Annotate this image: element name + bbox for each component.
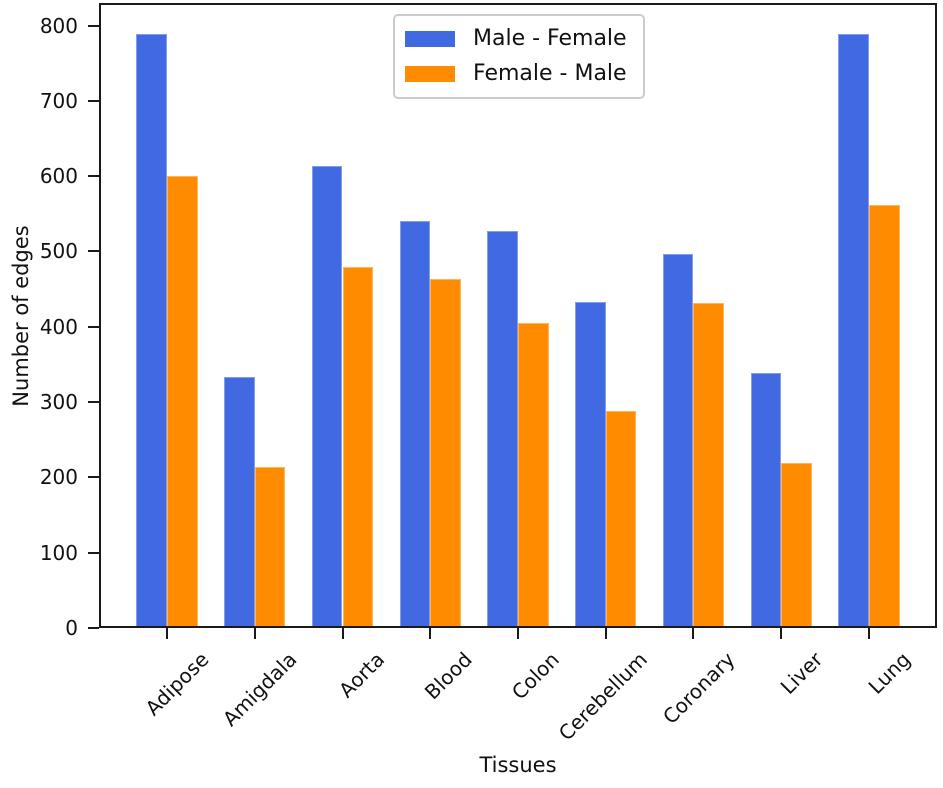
x-tick-label-coronary: Coronary <box>658 647 740 729</box>
x-tick-mark <box>341 628 344 639</box>
bar-female-male-cerebellum <box>605 411 637 628</box>
bar-female-male-aorta <box>342 267 374 628</box>
y-tick-label: 0 <box>65 616 78 640</box>
bar-female-male-blood <box>430 279 461 628</box>
x-tick-label-aorta: Aorta <box>333 647 389 703</box>
y-tick-mark <box>88 250 99 253</box>
legend-item-male-female: Male - Female <box>405 26 627 52</box>
y-tick-mark <box>88 551 99 554</box>
bar-female-male-adipose <box>167 176 198 628</box>
bar-male-female-colon <box>487 231 518 628</box>
bar-male-female-lung <box>838 33 869 628</box>
x-tick-label-lung: Lung <box>863 647 916 699</box>
y-tick-label: 400 <box>39 314 78 339</box>
legend-label-female-male: Female - Male <box>473 61 627 86</box>
x-tick-mark <box>429 628 432 639</box>
y-tick-label: 800 <box>39 13 78 38</box>
y-axis-label: Number of edges <box>9 225 33 407</box>
y-tick-label: 200 <box>39 465 78 490</box>
plot-area: Male - Female Female - Male 0 100 200 300 40… <box>40 3 937 745</box>
x-tick-label-liver: Liver <box>775 647 828 699</box>
x-tick-mark <box>517 628 519 639</box>
y-tick-mark <box>88 99 99 102</box>
x-tick-label-cerebellum: Cerebellum <box>553 647 653 746</box>
x-axis-label: Tissues <box>479 753 557 777</box>
bar-male-female-amigdala <box>224 377 255 628</box>
x-tick-mark <box>604 628 607 639</box>
x-tick-label-adipose: Adipose <box>140 647 214 721</box>
y-tick-mark <box>88 476 99 479</box>
bar-male-female-coronary <box>662 253 694 628</box>
bar-female-male-coronary <box>693 302 725 628</box>
x-tick-mark <box>166 628 168 639</box>
y-tick-label: 600 <box>39 164 78 189</box>
x-tick-label-blood: Blood <box>419 647 477 705</box>
y-tick-mark <box>88 627 99 629</box>
bar-male-female-adipose <box>136 33 167 628</box>
bar-male-female-aorta <box>311 166 343 628</box>
y-tick-label: 300 <box>39 390 78 415</box>
legend-label-male-female: Male - Female <box>473 26 627 51</box>
bar-female-male-amigdala <box>254 466 286 628</box>
y-tick-mark <box>88 175 99 178</box>
bar-female-male-lung <box>868 204 900 628</box>
bar-female-male-liver <box>781 463 812 628</box>
y-tick-label: 100 <box>39 540 78 565</box>
bar-male-female-liver <box>750 373 782 628</box>
x-tick-label-amigdala: Amigdala <box>217 647 302 731</box>
bar-male-female-cerebellum <box>575 301 606 628</box>
legend: Male - Female Female - Male <box>393 14 645 99</box>
x-tick-mark <box>867 628 870 639</box>
legend-swatch-male-female <box>405 31 455 47</box>
y-tick-mark <box>88 401 99 404</box>
legend-item-female-male: Female - Male <box>405 61 627 87</box>
y-tick-label: 700 <box>39 88 78 113</box>
x-tick-label-colon: Colon <box>507 647 565 705</box>
y-tick-mark <box>88 24 99 27</box>
y-tick-label: 500 <box>39 239 78 264</box>
x-tick-mark <box>253 628 256 639</box>
y-tick-mark <box>88 325 99 328</box>
bar-male-female-blood <box>399 220 431 628</box>
x-tick-mark <box>692 628 695 639</box>
x-tick-mark <box>780 628 783 639</box>
bar-female-male-colon <box>518 323 549 628</box>
legend-swatch-female-male <box>405 66 455 82</box>
